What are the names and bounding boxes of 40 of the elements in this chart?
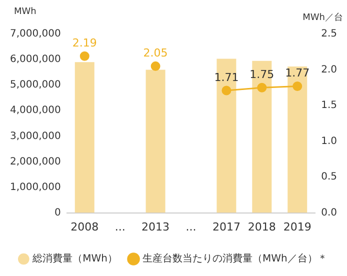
y2-tick-label: 1.0 <box>321 136 338 147</box>
data-label: 2.19 <box>72 36 97 50</box>
y2-axis-title: MWh／台 <box>302 12 343 23</box>
data-label: 1.71 <box>214 70 239 84</box>
data-label: 1.75 <box>250 68 274 81</box>
x-tick-label: 2008 <box>70 220 99 234</box>
x-tick-label: ... <box>186 220 196 234</box>
y-tick-label: 0 <box>54 207 61 218</box>
y2-tick-label: 0.0 <box>321 207 338 218</box>
bar <box>288 66 308 213</box>
x-tick-label: 2013 <box>142 220 170 234</box>
y-tick-label: 7,000,000 <box>10 28 61 40</box>
y2-tick-label: 2.5 <box>321 28 338 40</box>
point <box>257 82 267 92</box>
y-tick-label: 4,000,000 <box>10 105 61 116</box>
bar <box>216 58 236 213</box>
x-tick-label: ... <box>114 220 126 234</box>
point <box>222 86 232 96</box>
bar <box>74 62 94 213</box>
legend-label: 総消費量（MWh） <box>32 252 118 265</box>
bar <box>146 70 166 213</box>
y-tick-label: 1,000,000 <box>10 182 61 193</box>
point <box>292 81 302 91</box>
x-tick-label: 2019 <box>283 220 312 234</box>
y2-tick-label: 0.5 <box>321 172 338 183</box>
legend-label: 生産台数当たりの消費量（MWh／台）＊ <box>142 252 328 265</box>
y-tick-label: 2,000,000 <box>10 156 61 168</box>
y-tick-label: 3,000,000 <box>10 130 61 142</box>
y-axis-title: MWh <box>14 6 36 17</box>
point <box>150 61 160 71</box>
point <box>80 51 90 61</box>
x-tick-label: 2017 <box>212 220 240 234</box>
y2-tick-label: 2.0 <box>321 64 338 76</box>
y-tick-label: 6,000,000 <box>10 54 61 66</box>
x-tick-label: 2018 <box>248 220 276 234</box>
y2-tick-label: 1.5 <box>321 100 338 112</box>
data-label: 2.05 <box>143 46 168 60</box>
data-label: 1.77 <box>285 66 310 80</box>
y-tick-label: 5,000,000 <box>10 80 61 91</box>
bar <box>252 60 272 213</box>
